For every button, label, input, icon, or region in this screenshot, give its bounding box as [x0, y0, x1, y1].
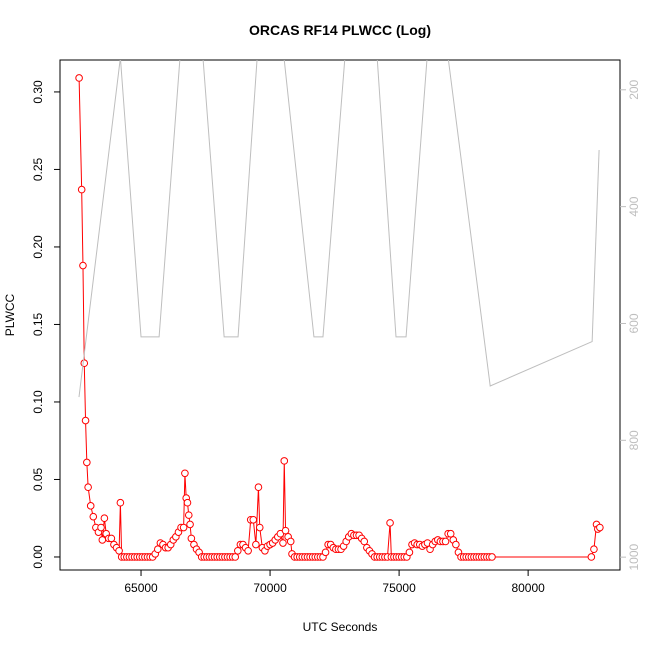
data-point: [254, 483, 263, 492]
data-point: [405, 548, 414, 557]
data-point: [181, 469, 189, 478]
data-point: [587, 553, 596, 561]
data-point: [116, 498, 125, 507]
data-point: [252, 540, 260, 549]
y-tick-label: 0.25: [31, 157, 45, 181]
y-tick-label: 0.20: [31, 235, 45, 259]
x-axis-label: UTC Seconds: [303, 620, 378, 634]
y2-tick-label: 200: [627, 79, 641, 99]
data-point: [255, 523, 264, 532]
data-point: [249, 515, 258, 524]
plot-area: [75, 60, 604, 561]
data-point: [98, 536, 107, 544]
plot-frame: [59, 59, 621, 571]
data-point: [187, 534, 196, 543]
data-point: [115, 546, 123, 555]
x-tick-label: 70000: [253, 581, 287, 595]
data-point: [488, 553, 496, 561]
y-tick-label: 0.00: [31, 545, 45, 569]
data-point: [77, 185, 86, 194]
data-point: [97, 523, 105, 532]
data-point: [154, 545, 162, 554]
data-point: [186, 520, 194, 529]
y2-tick-label: 600: [627, 313, 641, 333]
data-point: [280, 457, 289, 465]
y2-tick-label: 1000: [627, 543, 641, 570]
chart-title: ORCAS RF14 PLWCC (Log): [249, 22, 431, 38]
data-point: [596, 523, 604, 532]
data-point: [83, 458, 91, 467]
x-tick-label: 80000: [511, 581, 545, 595]
data-point: [75, 74, 83, 82]
data-point: [446, 529, 455, 538]
y-tick-label: 0.05: [31, 467, 45, 491]
data-point: [86, 502, 95, 510]
data-point: [107, 534, 116, 543]
data-point: [360, 537, 369, 546]
data-point: [590, 545, 598, 554]
data-point: [179, 523, 188, 532]
x-tick-label: 65000: [124, 581, 158, 595]
data-point: [89, 512, 98, 521]
y-tick-label: 0.10: [31, 390, 45, 414]
data-point: [183, 498, 192, 507]
x-tick-label: 75000: [382, 581, 416, 595]
data-point: [234, 546, 242, 555]
series-line: [78, 60, 600, 398]
y-axis-label: PLWCC: [3, 293, 17, 336]
data-point: [386, 519, 394, 527]
y2-tick-label: 800: [627, 430, 641, 450]
data-point: [80, 359, 89, 368]
data-point: [231, 553, 240, 561]
data-point: [281, 526, 290, 535]
data-point: [244, 546, 252, 555]
y-tick-label: 0.15: [31, 312, 45, 336]
data-point: [100, 514, 109, 523]
data-point: [79, 261, 87, 270]
data-point: [321, 548, 330, 557]
data-point: [279, 539, 287, 547]
data-point: [81, 416, 90, 425]
data-point: [84, 483, 92, 492]
data-point: [286, 537, 295, 546]
data-point: [184, 511, 193, 519]
data-point: [441, 537, 450, 546]
y2-tick-label: 400: [627, 196, 641, 216]
y-tick-label: 0.30: [31, 80, 45, 104]
data-point: [452, 540, 460, 549]
